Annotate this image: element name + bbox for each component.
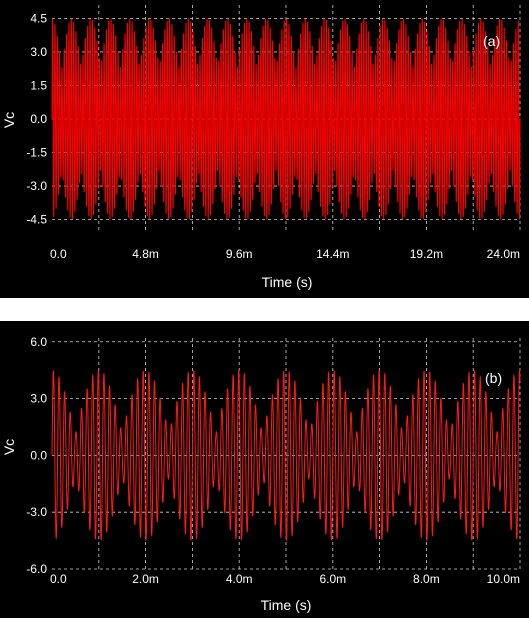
y-tick-label: 6.0 <box>30 335 47 349</box>
chart-b-xlabel: Time (s) <box>261 597 312 613</box>
y-tick-label: 4.5 <box>30 11 47 25</box>
chart-panel-a: 4.5 3.0 1.5 0.0 -1.5 -3.0 -4.5 0.0 4.8m 9.6m 14.4… <box>0 0 529 298</box>
chart-a-x-ticks: 0.0 4.8m 9.6m 14.4m 19.2m 24.0m <box>50 247 520 261</box>
x-tick-label: 19.2m <box>410 247 443 261</box>
y-tick-label: -3.0 <box>26 179 47 193</box>
chart-b-x-ticks: 0.0 2.0m 4.0m 6.0m 8.0m 10.0m <box>50 572 520 586</box>
y-tick-label: 0.0 <box>30 112 47 126</box>
chart-b-svg: 6.0 3.0 0.0 -3.0 -6.0 0.0 2.0m 4.0m 6.0m 8.0m 10.… <box>1 335 521 613</box>
chart-a-y-ticks: 4.5 3.0 1.5 0.0 -1.5 -3.0 -4.5 <box>26 11 47 226</box>
chart-panel-b: 6.0 3.0 0.0 -3.0 -6.0 0.0 2.0m 4.0m 6.0m 8.0m 10.… <box>0 321 529 618</box>
x-tick-label: 8.0m <box>413 572 440 586</box>
x-tick-label: 10.0m <box>487 572 520 586</box>
chart-b-series-line <box>51 370 521 541</box>
y-tick-label: -1.5 <box>26 146 47 160</box>
chart-a-series-line <box>51 17 521 221</box>
x-tick-label: 4.8m <box>132 247 159 261</box>
chart-b-y-ticks: 6.0 3.0 0.0 -3.0 -6.0 <box>26 335 47 576</box>
x-tick-label: 0.0 <box>50 247 67 261</box>
x-tick-label: 4.0m <box>226 572 253 586</box>
chart-a-xlabel: Time (s) <box>262 274 313 290</box>
x-tick-label: 14.4m <box>316 247 349 261</box>
x-tick-label: 0.0 <box>50 572 67 586</box>
chart-a-ylabel: Vc <box>1 112 17 128</box>
chart-a-svg: 4.5 3.0 1.5 0.0 -1.5 -3.0 -4.5 0.0 4.8m 9.6m 14.4… <box>1 5 521 290</box>
y-tick-label: 3.0 <box>30 45 47 59</box>
x-tick-label: 24.0m <box>487 247 520 261</box>
y-tick-label: 1.5 <box>30 78 47 92</box>
x-tick-label: 9.6m <box>226 247 253 261</box>
x-tick-label: 2.0m <box>132 572 159 586</box>
chart-b-panel-label: (b) <box>485 370 502 386</box>
chart-a-panel-label: (a) <box>483 33 500 49</box>
y-tick-label: 0.0 <box>30 448 47 462</box>
y-tick-label: -3.0 <box>26 505 47 519</box>
y-tick-label: -6.0 <box>26 562 47 576</box>
y-tick-label: 3.0 <box>30 392 47 406</box>
y-tick-label: -4.5 <box>26 213 47 227</box>
chart-b-ylabel: Vc <box>1 439 17 455</box>
x-tick-label: 6.0m <box>319 572 346 586</box>
